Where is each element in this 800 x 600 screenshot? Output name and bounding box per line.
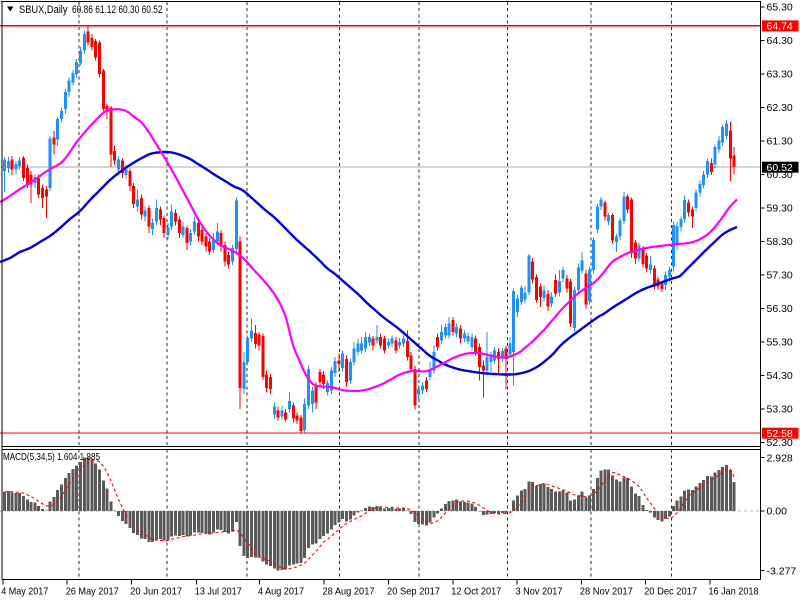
- svg-text:60.86 61.12 60.30 60.52: 60.86 61.12 60.30 60.52: [72, 4, 163, 16]
- svg-text:53.30: 53.30: [767, 404, 793, 416]
- svg-text:58.30: 58.30: [767, 236, 793, 248]
- svg-text:60.52: 60.52: [767, 162, 793, 174]
- svg-text:28 Aug 2017: 28 Aug 2017: [323, 586, 375, 598]
- svg-text:56.30: 56.30: [767, 303, 793, 315]
- svg-text:MACD(5,34,5) 1.604 1.885: MACD(5,34,5) 1.604 1.885: [3, 451, 100, 463]
- svg-text:65.30: 65.30: [767, 2, 793, 14]
- svg-text:52.30: 52.30: [767, 437, 793, 449]
- svg-text:57.30: 57.30: [767, 270, 793, 282]
- svg-text:12 Oct 2017: 12 Oct 2017: [451, 586, 501, 598]
- svg-text:55.30: 55.30: [767, 337, 793, 349]
- svg-text:63.30: 63.30: [767, 69, 793, 81]
- svg-text:54.30: 54.30: [767, 370, 793, 382]
- svg-text:3 Nov 2017: 3 Nov 2017: [516, 586, 563, 598]
- svg-text:SBUX,Daily: SBUX,Daily: [19, 4, 68, 16]
- svg-text:61.30: 61.30: [767, 136, 793, 148]
- svg-text:2.928: 2.928: [767, 452, 793, 464]
- svg-text:20 Sep 2017: 20 Sep 2017: [387, 586, 440, 598]
- svg-text:64.30: 64.30: [767, 35, 793, 47]
- svg-text:52.58: 52.58: [767, 428, 793, 440]
- svg-text:13 Jul 2017: 13 Jul 2017: [195, 586, 242, 598]
- svg-text:4 Aug 2017: 4 Aug 2017: [258, 586, 304, 598]
- svg-text:0.00: 0.00: [767, 506, 788, 518]
- svg-text:16 Jan 2018: 16 Jan 2018: [709, 586, 759, 598]
- svg-text:20 Dec 2017: 20 Dec 2017: [644, 586, 697, 598]
- svg-text:4 May 2017: 4 May 2017: [1, 586, 48, 598]
- svg-text:59.30: 59.30: [767, 203, 793, 215]
- svg-text:64.74: 64.74: [767, 21, 793, 33]
- svg-text:20 Jun 2017: 20 Jun 2017: [130, 586, 182, 598]
- svg-text:-3.277: -3.277: [767, 565, 797, 577]
- svg-text:28 Nov 2017: 28 Nov 2017: [580, 586, 633, 598]
- svg-text:62.30: 62.30: [767, 102, 793, 114]
- svg-text:26 May 2017: 26 May 2017: [66, 586, 119, 598]
